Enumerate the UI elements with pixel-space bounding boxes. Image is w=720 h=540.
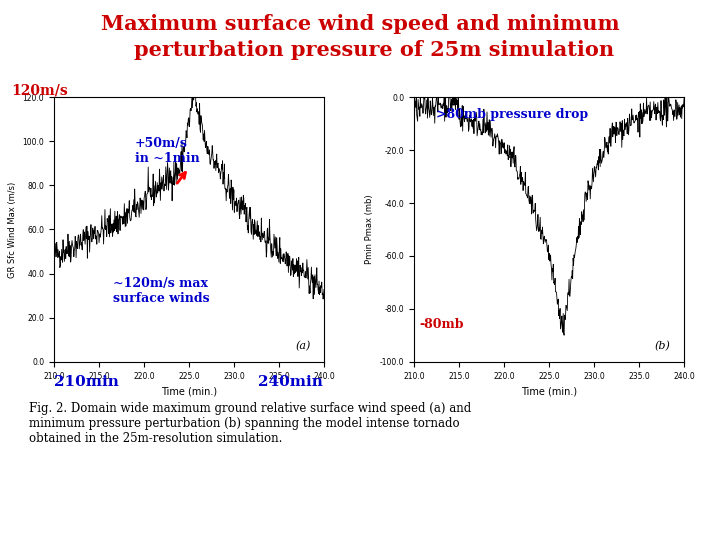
X-axis label: Time (min.): Time (min.)	[521, 386, 577, 396]
Text: +50m/s
in ~1min: +50m/s in ~1min	[135, 137, 199, 165]
Text: (a): (a)	[295, 341, 310, 351]
Text: Maximum surface wind speed and minimum: Maximum surface wind speed and minimum	[101, 14, 619, 33]
Text: ~120m/s max
surface winds: ~120m/s max surface winds	[114, 277, 210, 305]
Text: Fig. 2. Domain wide maximum ground relative surface wind speed (a) and
minimum p: Fig. 2. Domain wide maximum ground relat…	[29, 402, 471, 446]
Y-axis label: GR Sfc Wind Max (m/s): GR Sfc Wind Max (m/s)	[8, 181, 17, 278]
Text: 120m/s: 120m/s	[11, 84, 68, 98]
Text: >80mb pressure drop: >80mb pressure drop	[436, 108, 588, 121]
Text: (b): (b)	[654, 341, 670, 351]
Text: 210min: 210min	[54, 375, 119, 389]
Y-axis label: Pmin Pmax (mb): Pmin Pmax (mb)	[365, 195, 374, 264]
X-axis label: Time (min.): Time (min.)	[161, 386, 217, 396]
Text: perturbation pressure of 25m simulation: perturbation pressure of 25m simulation	[105, 40, 615, 60]
Text: 240min: 240min	[258, 375, 323, 389]
Text: -80mb: -80mb	[419, 318, 464, 331]
